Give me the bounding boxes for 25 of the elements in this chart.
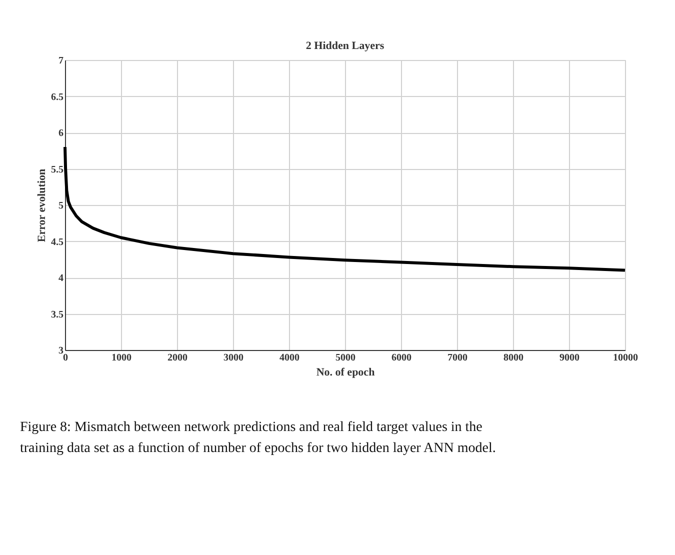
x-tick-label: 9000 [560, 352, 580, 364]
x-tick-label: 4000 [280, 352, 300, 364]
y-tick-label: 7 [58, 56, 64, 66]
x-tick-label: 3000 [224, 352, 244, 364]
caption: Figure 8: Mismatch between network predictions and real field target values in the training data set as a function of number of epochs for two hidden layer ANN model. [20, 420, 496, 456]
chart-title: 2 Hidden Layers [306, 40, 385, 52]
x-tick-label: 8000 [504, 352, 524, 364]
line-series [64, 146, 626, 272]
x-tick-label: 1000 [112, 352, 132, 364]
x-tick-label: 0 [63, 352, 68, 364]
y-tick-label: 3.5 [51, 309, 64, 320]
y-tick-label: 5.5 [51, 164, 64, 176]
y-tick-label: 4.5 [51, 236, 64, 248]
y-tick-label: 5 [58, 200, 64, 212]
y-tick-label: 6.5 [51, 92, 64, 103]
x-tick-label: 7000 [448, 352, 468, 364]
y-axis-title: Error evolution [36, 168, 48, 242]
x-tick-label: 10000 [613, 352, 638, 364]
y-tick-label: 4 [58, 273, 64, 284]
y-tick-label: 3 [58, 346, 64, 356]
x-tick-label: 2000 [168, 352, 188, 364]
x-tick-label: 5000 [336, 352, 356, 364]
x-axis-title: No. of epoch [316, 366, 375, 378]
y-tick-label: 6 [58, 128, 64, 139]
x-tick-label: 6000 [392, 352, 412, 364]
